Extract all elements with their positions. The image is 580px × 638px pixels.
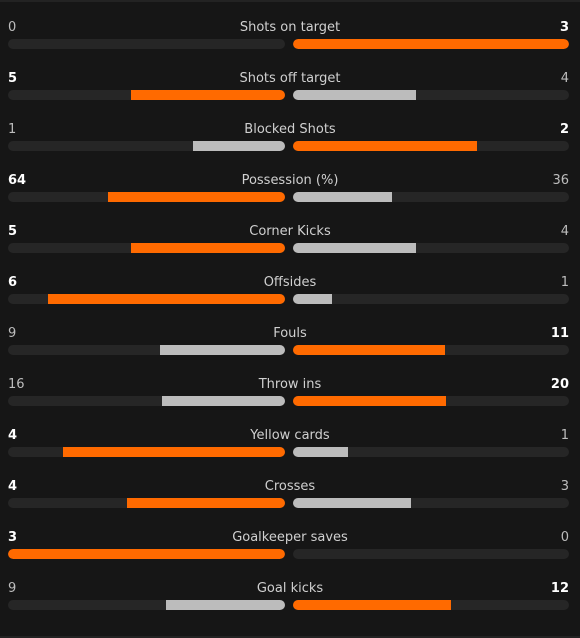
stat-label: Goal kicks [256,581,324,596]
stat-row: 4 Crosses 3 [0,478,580,529]
away-bar-track [293,294,569,304]
home-bar-fill [160,345,285,355]
home-bar-fill [47,294,285,304]
away-value: 3 [560,479,569,494]
away-bar-fill [293,447,349,457]
home-value: 16 [8,377,25,392]
away-bar-fill [293,90,416,100]
home-value: 4 [8,428,18,443]
home-value: 9 [8,326,17,341]
away-value: 1 [560,428,569,443]
away-value: 20 [550,377,569,392]
home-bar-fill [126,498,285,508]
home-bar-track [8,294,285,304]
home-value: 9 [8,581,17,596]
home-bar-track [8,243,285,253]
home-bar-track [8,345,285,355]
home-bar-track [8,396,285,406]
stat-row: 3 Goalkeeper saves 0 [0,529,580,580]
away-bar-track [293,90,569,100]
top-divider [0,0,580,2]
stat-row: 9 Goal kicks 12 [0,580,580,631]
home-bar-fill [131,90,285,100]
stat-row: 4 Yellow cards 1 [0,427,580,478]
home-bar-fill [107,192,285,202]
away-bar-track [293,549,569,559]
home-value: 0 [8,20,17,35]
home-bar-track [8,549,285,559]
away-bar-fill [293,243,416,253]
stat-row: 1 Blocked Shots 2 [0,121,580,172]
home-bar-track [8,498,285,508]
home-value: 6 [8,275,18,290]
stat-row: 64 Possession (%) 36 [0,172,580,223]
home-bar-track [8,447,285,457]
home-value: 5 [8,71,18,86]
stat-row: 0 Shots on target 3 [0,19,580,70]
home-bar-track [8,141,285,151]
away-bar-track [293,39,569,49]
away-bar-fill [293,141,477,151]
home-bar-track [8,90,285,100]
stat-row: 5 Corner Kicks 4 [0,223,580,274]
away-bar-fill [293,600,451,610]
away-value: 0 [560,530,569,545]
stat-row: 5 Shots off target 4 [0,70,580,121]
home-bar-fill [8,549,285,559]
away-bar-track [293,600,569,610]
away-value: 4 [560,224,569,239]
home-bar-fill [161,396,285,406]
stat-label: Shots off target [239,71,341,86]
home-bar-fill [192,141,285,151]
away-value: 11 [550,326,569,341]
away-value: 4 [560,71,569,86]
stat-label: Crosses [264,479,316,494]
stat-label: Blocked Shots [244,122,336,137]
bottom-divider [0,636,580,638]
away-bar-track [293,141,569,151]
stat-row: 9 Fouls 11 [0,325,580,376]
stat-label: Goalkeeper saves [232,530,348,545]
home-bar-fill [131,243,285,253]
stat-label: Fouls [273,326,307,341]
stat-label: Throw ins [258,377,322,392]
stat-row: 6 Offsides 1 [0,274,580,325]
away-value: 3 [559,20,569,35]
home-value: 4 [8,479,18,494]
away-value: 12 [550,581,569,596]
stat-label: Shots on target [239,20,341,35]
away-bar-track [293,447,569,457]
home-value: 3 [8,530,18,545]
stat-label: Corner Kicks [249,224,331,239]
home-bar-fill [166,600,285,610]
stat-label: Yellow cards [250,428,330,443]
away-bar-fill [293,294,333,304]
away-bar-track [293,345,569,355]
away-bar-track [293,396,569,406]
away-bar-fill [293,39,569,49]
away-bar-fill [293,345,445,355]
home-value: 1 [8,122,17,137]
home-bar-track [8,192,285,202]
away-bar-fill [293,498,412,508]
home-value: 5 [8,224,18,239]
stat-label: Offsides [263,275,317,290]
away-value: 1 [560,275,569,290]
home-bar-fill [63,447,285,457]
away-bar-track [293,192,569,202]
home-bar-track [8,39,285,49]
stat-label: Possession (%) [241,173,339,188]
stat-row: 16 Throw ins 20 [0,376,580,427]
home-bar-track [8,600,285,610]
home-value: 64 [8,173,27,188]
away-bar-fill [293,396,447,406]
away-bar-fill [293,192,393,202]
away-bar-track [293,498,569,508]
away-value: 36 [552,173,569,188]
away-value: 2 [559,122,569,137]
away-bar-track [293,243,569,253]
